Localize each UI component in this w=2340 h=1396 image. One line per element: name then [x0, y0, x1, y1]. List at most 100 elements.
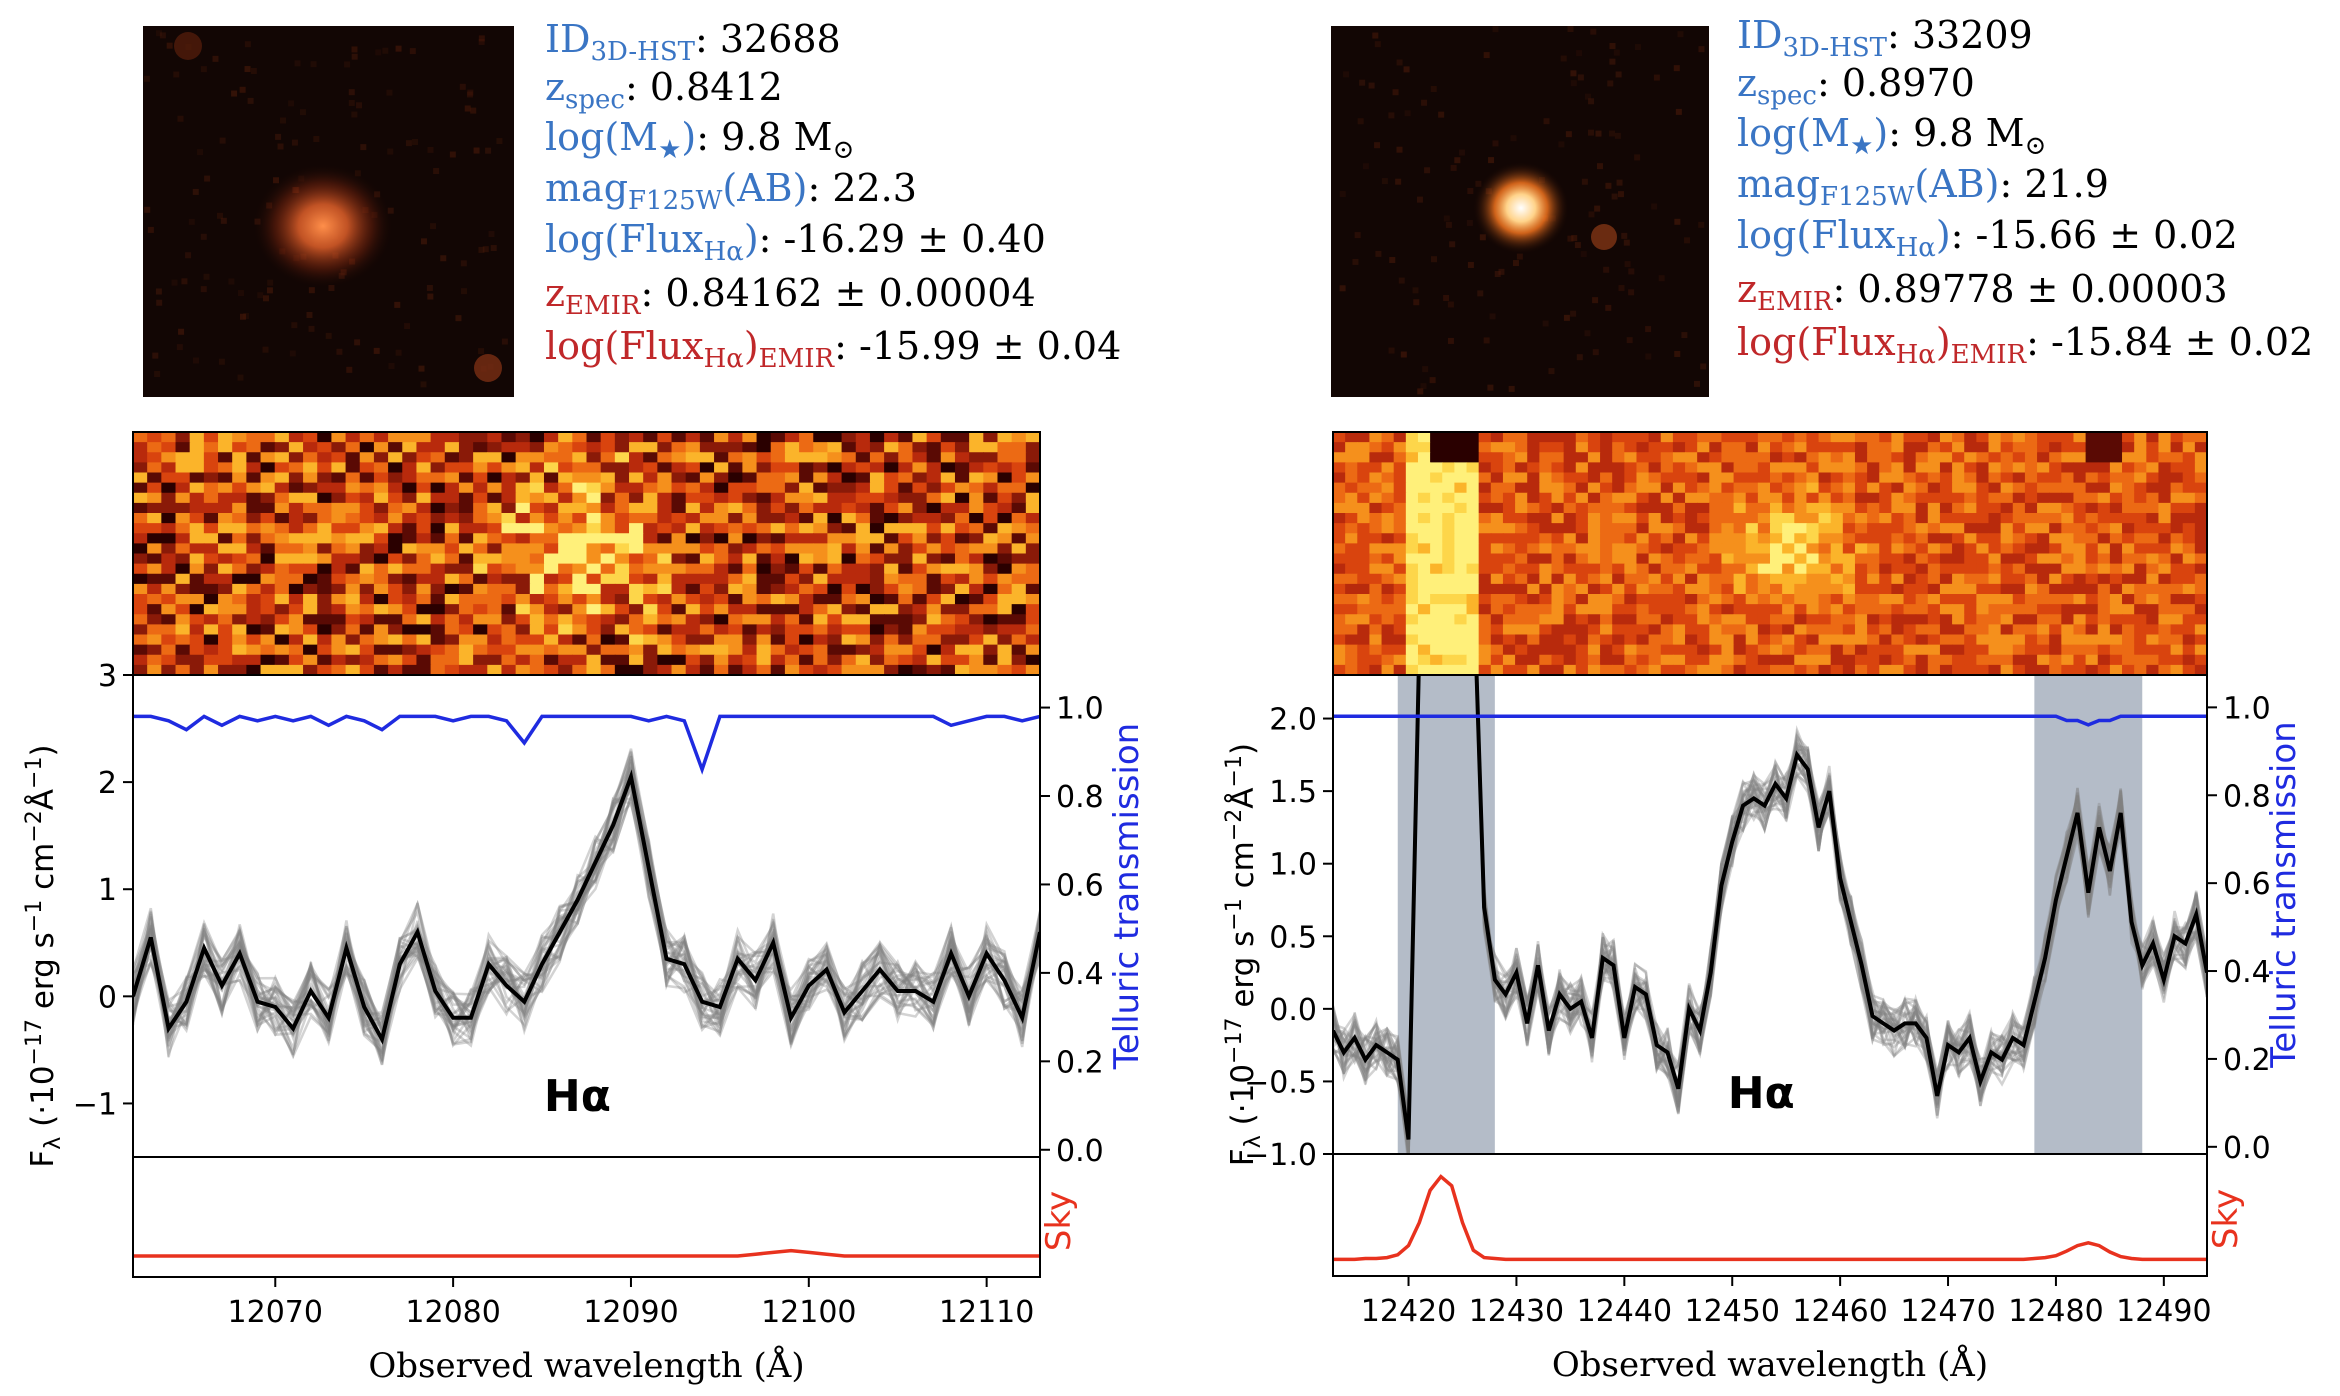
heatmap-cell [1818, 432, 1832, 443]
femir-label: log(Flux [1737, 320, 1896, 364]
heatmap-cell [1685, 472, 1698, 484]
heatmap-cell [997, 594, 1013, 605]
heatmap-cell [260, 432, 276, 443]
heatmap-cell [1939, 563, 1953, 575]
image-noise [1700, 363, 1707, 370]
heatmap-cell [1770, 543, 1783, 555]
mc-realisation [133, 748, 1040, 1035]
heatmap-cell [699, 523, 715, 534]
heatmap-cell [458, 644, 474, 656]
heatmap-cell [458, 583, 474, 595]
heatmap-cell [2073, 624, 2087, 636]
heatmap-cell [1757, 442, 1771, 453]
heatmap-cell [2194, 513, 2208, 524]
heatmap-cell [1927, 492, 1941, 504]
heatmap-cell [1025, 543, 1041, 555]
heatmap-cell [969, 624, 984, 636]
heatmap-cell [629, 573, 644, 585]
heatmap-cell [1539, 614, 1553, 625]
heatmap-cell [572, 654, 588, 666]
heatmap-cell [841, 543, 857, 555]
heatmap-cell [1879, 583, 1892, 595]
mass-value: : 9.8 M [696, 115, 832, 159]
heatmap-cell [1490, 664, 1504, 676]
heatmap-cell [543, 664, 559, 676]
heatmap-cell [1612, 644, 1625, 656]
heatmap-cell [2134, 634, 2147, 646]
heatmap-cell [345, 594, 361, 605]
heatmap-cell [770, 624, 786, 636]
heatmap-cell [841, 492, 857, 504]
image-noise [360, 144, 367, 151]
heatmap-cell [2000, 634, 2014, 646]
heatmap-cell [1563, 654, 1577, 666]
heatmap-cell [2049, 513, 2062, 524]
heatmap-cell [940, 644, 956, 656]
heatmap-cell [2170, 563, 2184, 575]
heatmap-cell [487, 533, 503, 544]
heatmap-cell [2037, 442, 2050, 453]
heatmap-cell [983, 472, 999, 484]
heatmap-cell [1709, 533, 1723, 544]
heatmap-cell [1806, 604, 1820, 615]
heatmap-cell [1939, 614, 1953, 625]
heatmap-cell [388, 452, 403, 463]
heatmap-cell [1745, 523, 1759, 534]
heatmap-cell [1612, 664, 1625, 676]
heatmap-cell [458, 513, 474, 524]
heatmap-cell [784, 614, 800, 625]
heatmap-cell [926, 462, 942, 474]
heatmap-cell [2097, 624, 2111, 636]
heatmap-cell [246, 523, 262, 534]
heatmap-cell [699, 442, 715, 453]
heatmap-cell [1515, 573, 1528, 585]
heatmap-cell [1025, 432, 1041, 443]
heatmap-cell [1891, 594, 1905, 605]
image-noise [1570, 80, 1577, 87]
heatmap-cell [1442, 664, 1455, 676]
heatmap-cell [2182, 502, 2196, 514]
heatmap-cell [2037, 432, 2050, 443]
heatmap-cell [926, 533, 942, 544]
heatmap-cell [288, 624, 304, 636]
y-axis-label: Fλ (·10−17 erg s−1 cm−2Å−1) [22, 744, 66, 1167]
x-tick-label: 12070 [228, 1295, 323, 1330]
heatmap-cell [1369, 553, 1383, 565]
heatmap-cell [784, 543, 800, 555]
heatmap-cell [1648, 492, 1662, 504]
heatmap-cell [1818, 634, 1832, 646]
heatmap-cell [1648, 664, 1662, 676]
heatmap-cell [1757, 624, 1771, 636]
heatmap-cell [416, 513, 432, 524]
heatmap-cell [246, 472, 262, 484]
heatmap-cell [1539, 563, 1553, 575]
image-noise [426, 284, 433, 291]
heatmap-cell [501, 654, 517, 666]
id-sub: 3D-HST [590, 37, 695, 67]
heatmap-cell [1478, 533, 1492, 544]
heatmap-cell [841, 513, 857, 524]
heatmap-cell [1025, 533, 1041, 544]
heatmap-cell [416, 472, 432, 484]
heatmap-cell [1333, 604, 1346, 615]
heatmap-cell [1697, 563, 1710, 575]
heatmap-cell [1745, 533, 1759, 544]
heatmap-cell [303, 513, 318, 524]
heatmap-cell [1672, 502, 1686, 514]
heatmap-cell [1952, 523, 1965, 534]
heatmap-cell [2073, 533, 2087, 544]
heatmap-cell [784, 442, 800, 453]
heatmap-cell [1515, 644, 1528, 656]
heatmap-cell [884, 624, 899, 636]
heatmap-cell [543, 482, 559, 494]
heatmap-cell [969, 583, 984, 595]
heatmap-cell [175, 432, 191, 443]
heatmap-cell [926, 583, 942, 595]
heatmap-cell [2037, 644, 2050, 656]
heatmap-cell [359, 614, 375, 625]
heatmap-cell [2024, 452, 2038, 463]
heatmap-cell [1393, 502, 1407, 514]
heatmap-cell [1818, 604, 1832, 615]
sky-line [133, 1248, 1040, 1258]
heatmap-cell [954, 452, 970, 463]
